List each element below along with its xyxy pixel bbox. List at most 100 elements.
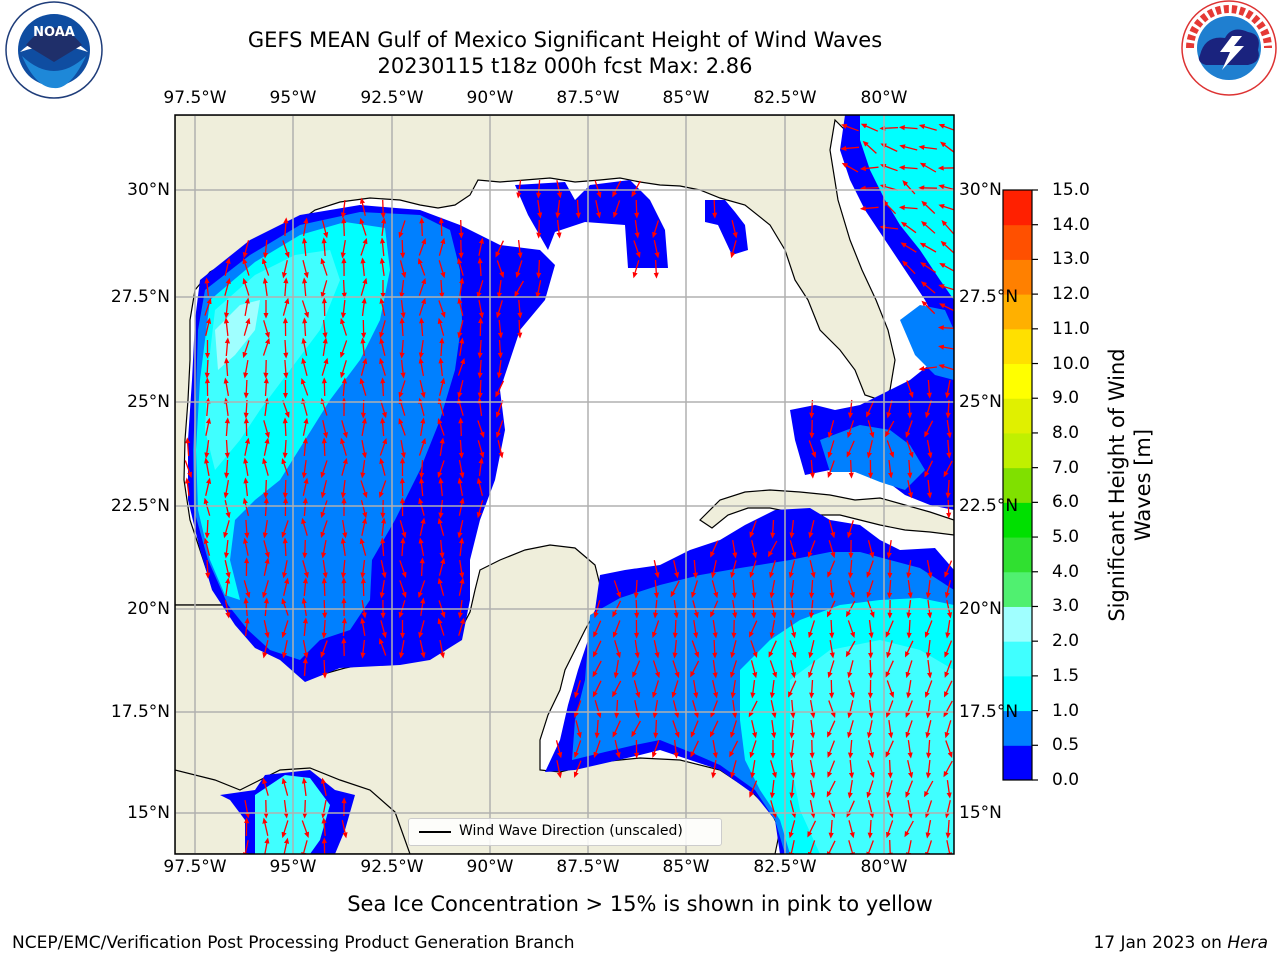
lat-label-left: 25°N <box>127 392 170 412</box>
wave-direction-arrow <box>418 297 426 316</box>
wave-direction-arrow <box>880 143 898 152</box>
wave-direction-arrow <box>614 740 621 759</box>
wave-direction-arrow <box>438 499 444 519</box>
wave-direction-arrow <box>438 300 446 319</box>
wave-direction-arrow <box>321 619 327 639</box>
wave-direction-arrow <box>224 277 231 296</box>
wave-direction-arrow <box>904 640 914 658</box>
wave-direction-arrow <box>457 357 466 376</box>
wave-direction-arrow <box>223 520 230 539</box>
wave-direction-arrow <box>418 477 425 497</box>
wave-direction-arrow <box>790 759 796 779</box>
wave-direction-arrow <box>612 680 622 698</box>
wave-direction-arrow <box>613 659 619 679</box>
wave-direction-arrow <box>282 479 288 499</box>
wave-direction-arrow <box>495 380 505 398</box>
wave-direction-arrow <box>399 580 407 599</box>
wave-direction-arrow <box>281 620 289 639</box>
lat-label-left: 22.5°N <box>110 496 170 516</box>
wave-direction-arrow <box>458 537 465 557</box>
wave-direction-arrow <box>459 277 465 296</box>
wave-direction-arrow <box>691 640 700 658</box>
wave-direction-arrow <box>380 417 386 437</box>
wave-direction-arrow <box>887 759 893 779</box>
wave-direction-arrow <box>359 197 366 216</box>
wave-direction-arrow <box>282 297 290 316</box>
wave-direction-arrow <box>730 679 736 699</box>
wave-direction-arrow <box>612 620 621 638</box>
wave-direction-arrow <box>845 640 856 658</box>
colorbar-tick-label: 6.0 <box>1052 492 1080 513</box>
wave-direction-arrow <box>807 840 816 854</box>
wave-direction-arrow <box>301 820 310 838</box>
wave-direction-arrow <box>692 559 699 579</box>
wave-direction-arrow <box>322 320 328 339</box>
wave-direction-arrow <box>360 277 368 296</box>
wave-direction-arrow <box>790 660 796 679</box>
wave-direction-arrow <box>322 420 329 439</box>
wave-direction-arrow <box>847 739 854 759</box>
wave-direction-arrow <box>634 700 641 719</box>
wave-direction-arrow <box>283 359 289 379</box>
colorbar-label: Significant Height of Wind Waves [m] <box>1104 325 1156 645</box>
wave-direction-arrow <box>907 740 913 759</box>
lon-label-top: 92.5°W <box>360 88 424 108</box>
wave-direction-arrow <box>302 639 309 659</box>
wave-direction-arrow <box>614 640 621 659</box>
map-grid <box>175 115 954 854</box>
noaa-logo: NOAA <box>5 1 103 99</box>
wave-direction-arrow <box>898 205 918 211</box>
lat-label-right: 27.5°N <box>959 287 1019 307</box>
wave-direction-arrow <box>886 680 895 698</box>
wave-direction-arrow <box>712 620 718 639</box>
wave-direction-arrow <box>340 537 346 556</box>
wave-direction-arrow <box>320 280 328 299</box>
wave-direction-arrow <box>361 599 367 619</box>
wave-direction-arrow <box>633 680 641 699</box>
wave-direction-arrow <box>652 599 659 619</box>
wave-direction-arrow <box>478 299 484 319</box>
wave-direction-arrow <box>340 200 346 219</box>
wave-direction-arrow <box>282 240 290 259</box>
wave-direction-arrow <box>320 397 328 416</box>
wave-direction-arrow <box>399 317 405 337</box>
wave-direction-arrow <box>712 199 718 219</box>
wave-direction-arrow <box>945 819 951 839</box>
wave-direction-arrow <box>242 240 250 259</box>
wave-direction-arrow <box>477 339 483 359</box>
wave-direction-arrow <box>536 179 542 199</box>
wave-direction-arrow <box>730 560 737 579</box>
wave-direction-arrow <box>827 420 835 439</box>
wave-direction-arrow <box>906 679 912 699</box>
wave-direction-arrow <box>322 560 328 579</box>
wave-direction-arrow <box>556 180 562 199</box>
wave-direction-arrow <box>887 579 893 599</box>
wave-direction-arrow <box>867 540 875 559</box>
wave-direction-arrow <box>263 420 270 439</box>
wave-direction-arrow <box>281 777 289 796</box>
wave-direction-arrow <box>204 359 210 379</box>
wave-direction-arrow <box>360 257 366 277</box>
wave-direction-arrow <box>419 459 425 479</box>
wave-direction-arrow <box>340 299 347 319</box>
wave-direction-arrow <box>751 599 757 619</box>
wave-direction-arrow <box>885 660 894 678</box>
wave-direction-arrow <box>906 440 914 459</box>
wave-direction-arrow <box>342 519 348 539</box>
wave-direction-arrow <box>341 457 348 476</box>
wave-direction-arrow <box>379 337 386 356</box>
wave-direction-arrow <box>320 777 327 796</box>
wave-direction-arrow <box>457 397 464 416</box>
wave-direction-arrow <box>859 165 879 172</box>
lon-label-bottom: 82.5°W <box>753 857 817 877</box>
wave-direction-arrow <box>302 260 309 279</box>
wave-direction-arrow <box>281 597 289 616</box>
wave-direction-arrow <box>439 337 445 357</box>
wave-direction-arrow <box>380 400 387 419</box>
wave-direction-arrow <box>829 619 835 639</box>
wave-direction-arrow <box>283 339 289 359</box>
wave-direction-arrow <box>731 220 738 239</box>
wave-direction-arrow <box>882 200 897 215</box>
wave-direction-arrow <box>886 780 893 799</box>
wave-direction-arrow <box>322 337 328 356</box>
